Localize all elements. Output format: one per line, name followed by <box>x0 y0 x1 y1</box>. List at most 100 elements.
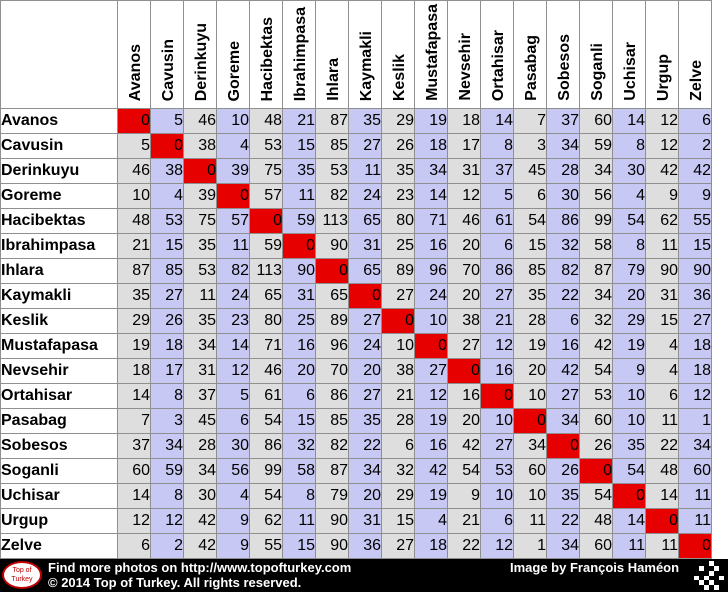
distance-cell: 6 <box>216 408 250 434</box>
footer-website-text: Find more photos on http://www.topofturk… <box>48 560 352 575</box>
diagonal-cell: 0 <box>150 133 184 159</box>
distance-cell: 53 <box>150 208 184 234</box>
distance-cell: 55 <box>249 533 283 559</box>
diagonal-cell: 0 <box>216 183 250 209</box>
distance-cell: 90 <box>315 508 349 534</box>
column-header-soganli: Soganli <box>579 0 613 109</box>
distance-cell: 27 <box>381 283 415 309</box>
distance-cell: 58 <box>282 458 316 484</box>
distance-cell: 53 <box>183 258 217 284</box>
column-header-sobesos: Sobesos <box>546 0 580 109</box>
table-row: Soganli 60 59 34 56 99 58 87 34 32 42 54 53 60 26 0 54 48… <box>0 458 712 484</box>
distance-cell: 22 <box>447 533 481 559</box>
distance-cell: 27 <box>348 383 382 409</box>
distance-cell: 27 <box>480 283 514 309</box>
distance-cell: 11 <box>183 283 217 309</box>
distance-cell: 14 <box>612 108 646 134</box>
distance-cell: 15 <box>678 233 712 259</box>
distance-cell: 11 <box>282 183 316 209</box>
distance-cell: 34 <box>183 458 217 484</box>
distance-cell: 35 <box>546 483 580 509</box>
table-row: Goreme 10 4 39 0 57 11 82 24 23 14 12 5 6 30 56 4 9 9 <box>0 183 712 209</box>
distance-cell: 86 <box>249 433 283 459</box>
distance-cell: 35 <box>513 283 547 309</box>
row-header-kaymakli: Kaymakli <box>0 283 118 309</box>
distance-cell: 29 <box>117 308 151 334</box>
diagonal-cell: 0 <box>315 258 349 284</box>
distance-cell: 21 <box>282 108 316 134</box>
table-row: Ibrahimpasa 21 15 35 11 59 0 90 31 25 16 20 6 15 32 58 8… <box>0 233 712 259</box>
row-header-soganli: Soganli <box>0 458 118 484</box>
row-header-hacibektas: Hacibektas <box>0 208 118 234</box>
distance-cell: 18 <box>678 333 712 359</box>
distance-cell: 20 <box>447 408 481 434</box>
distance-cell: 4 <box>612 183 646 209</box>
column-header-label: Ihlara <box>325 58 342 101</box>
diagonal-cell: 0 <box>447 358 481 384</box>
distance-cell: 35 <box>381 158 415 184</box>
distance-cell: 99 <box>249 458 283 484</box>
row-header-urgup: Urgup <box>0 508 118 534</box>
distance-cell: 12 <box>447 183 481 209</box>
diagonal-cell: 0 <box>414 333 448 359</box>
distance-table: Avanos Cavusin Derinkuyu Goreme Hacibektas Ib… <box>0 0 712 559</box>
distance-cell: 46 <box>447 208 481 234</box>
distance-cell: 42 <box>579 333 613 359</box>
distance-cell: 35 <box>117 283 151 309</box>
distance-cell: 15 <box>150 233 184 259</box>
logo-text: Top of Turkey <box>11 567 33 583</box>
table-row: Cavusin 5 0 38 4 53 15 85 27 26 18 17 8 3 34 59 8 12 2 <box>0 133 712 159</box>
distance-cell: 32 <box>381 458 415 484</box>
row-header-cavusin: Cavusin <box>0 133 118 159</box>
distance-cell: 71 <box>249 333 283 359</box>
distance-cell: 35 <box>183 308 217 334</box>
distance-cell: 42 <box>414 458 448 484</box>
column-header-pasabag: Pasabag <box>513 0 547 109</box>
table-row: Kaymakli 35 27 11 24 65 31 65 0 27 24 20 27 35 22 34 20 3… <box>0 283 712 309</box>
column-header-label: Soganli <box>589 43 606 101</box>
column-header-zelve: Zelve <box>678 0 712 109</box>
distance-cell: 35 <box>348 408 382 434</box>
diagonal-cell: 0 <box>282 233 316 259</box>
distance-cell: 20 <box>447 233 481 259</box>
distance-cell: 11 <box>645 533 679 559</box>
distance-cell: 18 <box>414 133 448 159</box>
distance-cell: 53 <box>249 133 283 159</box>
distance-cell: 70 <box>315 358 349 384</box>
distance-cell: 59 <box>150 458 184 484</box>
distance-cell: 26 <box>579 433 613 459</box>
distance-cell: 3 <box>150 408 184 434</box>
distance-cell: 9 <box>447 483 481 509</box>
diagonal-cell: 0 <box>612 483 646 509</box>
row-header-goreme: Goreme <box>0 183 118 209</box>
distance-cell: 14 <box>645 483 679 509</box>
distance-cell: 16 <box>414 433 448 459</box>
distance-cell: 27 <box>447 333 481 359</box>
distance-cell: 18 <box>117 358 151 384</box>
column-header-label: Kaymakli <box>358 30 375 101</box>
distance-cell: 75 <box>183 208 217 234</box>
distance-cell: 79 <box>612 258 646 284</box>
corner-cell <box>0 0 118 109</box>
distance-cell: 12 <box>678 383 712 409</box>
column-header-ortahisar: Ortahisar <box>480 0 514 109</box>
distance-cell: 32 <box>546 233 580 259</box>
distance-cell: 26 <box>381 133 415 159</box>
distance-cell: 6 <box>546 308 580 334</box>
distance-cell: 20 <box>513 358 547 384</box>
column-header-label: Goreme <box>226 40 243 101</box>
distance-cell: 30 <box>183 483 217 509</box>
distance-cell: 7 <box>117 408 151 434</box>
distance-cell: 31 <box>348 508 382 534</box>
distance-cell: 89 <box>381 258 415 284</box>
diagonal-cell: 0 <box>678 533 712 559</box>
column-header-goreme: Goreme <box>216 0 250 109</box>
distance-cell: 19 <box>414 108 448 134</box>
distance-cell: 38 <box>381 358 415 384</box>
distance-cell: 8 <box>612 233 646 259</box>
distance-cell: 48 <box>117 208 151 234</box>
distance-cell: 8 <box>150 483 184 509</box>
diagonal-cell: 0 <box>579 458 613 484</box>
distance-cell: 46 <box>183 108 217 134</box>
distance-cell: 65 <box>348 258 382 284</box>
